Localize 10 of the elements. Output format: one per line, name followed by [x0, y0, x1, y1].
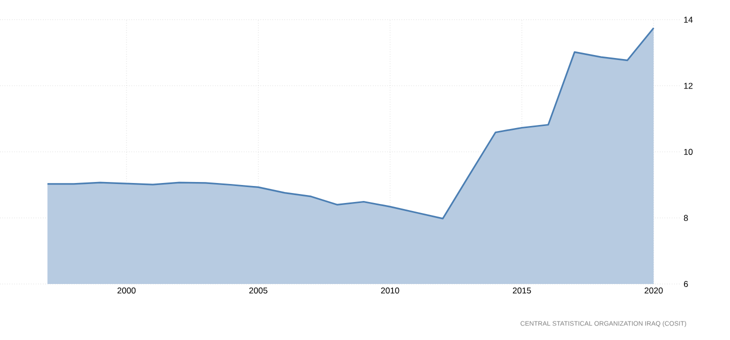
y-tick-label: 12 [684, 82, 693, 89]
y-tick-label: 10 [684, 148, 693, 155]
x-tick-label: 2010 [381, 288, 400, 294]
y-tick-label: 8 [684, 214, 688, 221]
y-tick-label: 14 [684, 16, 693, 23]
x-tick-label: 2000 [118, 288, 136, 294]
x-tick-label: 2015 [512, 288, 531, 294]
x-tick-label: 2005 [249, 288, 268, 294]
x-tick-label: 2020 [644, 288, 663, 294]
y-tick-label: 6 [684, 281, 688, 287]
